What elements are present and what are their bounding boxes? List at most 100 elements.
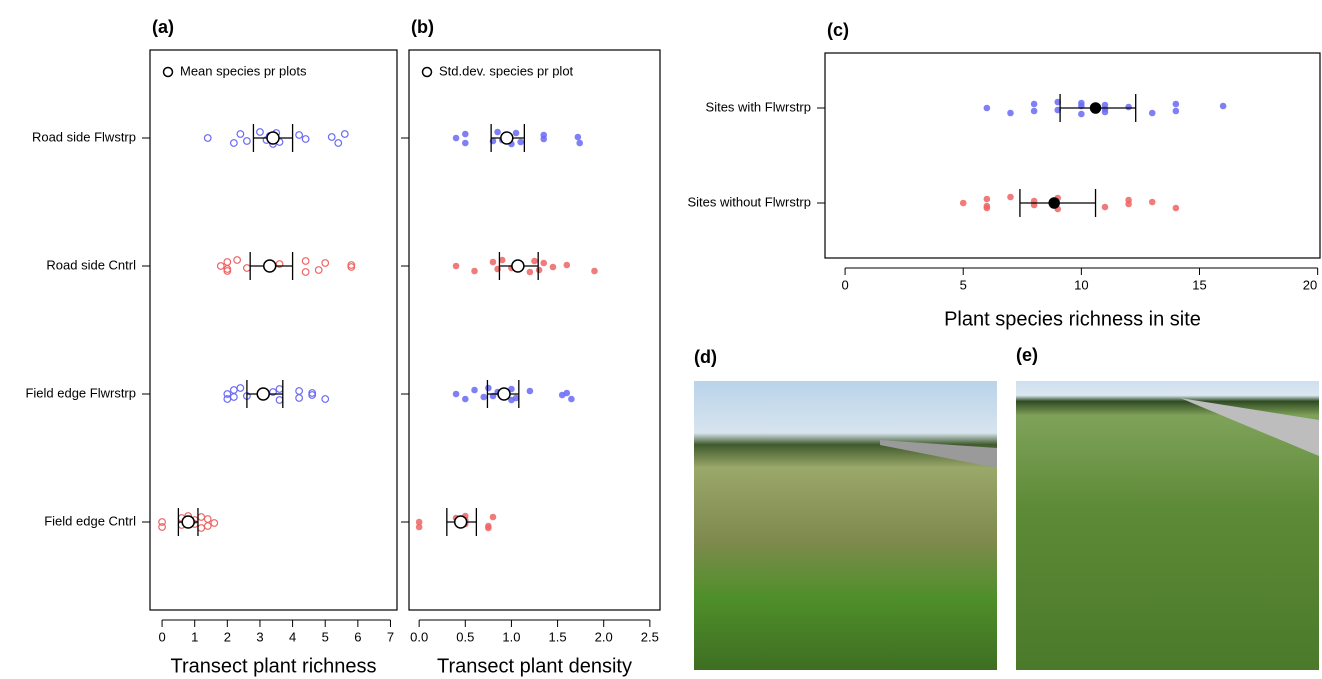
data-point: [236, 384, 245, 392]
data-point: [563, 261, 571, 269]
legend-marker: [162, 66, 174, 78]
data-point: [295, 131, 304, 139]
data-point: [308, 389, 317, 397]
x-tick-label: 1.0: [502, 629, 520, 644]
x-axis-label: Transect plant richness: [170, 655, 376, 677]
mean-marker: [511, 259, 525, 273]
data-point: [452, 390, 460, 398]
mean-marker: [262, 259, 277, 273]
y-tick-label: Road side Cntrl: [46, 257, 136, 272]
data-point: [301, 257, 310, 265]
data-point: [485, 522, 492, 530]
plot-frame: [408, 49, 661, 611]
data-point: [1054, 98, 1062, 106]
data-point: [295, 387, 304, 395]
data-point: [229, 386, 238, 394]
x-tick-label: 1: [191, 629, 198, 644]
legend-label: Std.dev. species pr plot: [439, 63, 574, 78]
data-point: [1172, 100, 1180, 108]
data-point: [1148, 109, 1156, 117]
data-point: [223, 395, 232, 403]
data-point: [197, 513, 206, 521]
data-point: [452, 262, 460, 270]
x-tick-label: 20: [1303, 277, 1317, 292]
data-point: [489, 513, 497, 521]
photo-d: [694, 381, 997, 670]
data-point: [275, 396, 284, 404]
data-point: [1078, 110, 1085, 118]
data-point: [223, 390, 232, 398]
data-point: [1078, 99, 1085, 107]
data-point: [485, 384, 492, 392]
panel-label: (c): [827, 20, 849, 40]
data-point: [540, 135, 548, 143]
x-tick-label: 2: [224, 629, 231, 644]
data-point: [1125, 103, 1132, 111]
data-point: [158, 523, 166, 531]
data-point: [1125, 200, 1132, 208]
data-point: [498, 256, 506, 264]
data-point: [327, 133, 336, 141]
legend-label: Mean species pr plots: [180, 63, 307, 78]
data-point: [576, 139, 584, 147]
x-tick-label: 2.5: [641, 629, 659, 644]
data-point: [415, 523, 423, 531]
x-tick-label: 0: [158, 629, 165, 644]
mean-marker: [266, 131, 280, 145]
x-tick-label: 1.5: [549, 629, 567, 644]
mean-marker: [1048, 197, 1060, 209]
data-point: [243, 137, 251, 145]
data-point: [591, 267, 598, 275]
data-point: [1172, 107, 1180, 115]
data-point: [256, 128, 264, 136]
data-point: [983, 202, 991, 210]
y-tick-label: Field edge Flwrstrp: [25, 385, 136, 400]
y-tick-label: Road side Flwstrp: [32, 129, 136, 144]
data-point: [489, 258, 497, 266]
data-point: [959, 199, 967, 207]
data-point: [512, 394, 520, 402]
panel-label: (b): [411, 17, 434, 37]
data-point: [535, 266, 543, 274]
x-tick-label: 10: [1074, 277, 1088, 292]
data-point: [158, 518, 166, 526]
x-tick-label: 7: [387, 629, 394, 644]
data-point: [347, 261, 356, 269]
mean-marker: [181, 515, 195, 529]
panel-label: (a): [152, 17, 174, 37]
data-point: [549, 263, 557, 271]
data-point: [1101, 105, 1109, 113]
panel-label: (e): [1016, 345, 1038, 365]
data-point: [314, 266, 323, 274]
data-point: [275, 260, 284, 268]
data-point: [531, 257, 538, 265]
data-point: [216, 262, 225, 270]
y-tick-label: Sites without Flwrstrp: [687, 194, 811, 209]
data-point: [1148, 198, 1156, 206]
y-tick-label: Sites with Flwrstrp: [706, 99, 811, 114]
data-point: [1054, 106, 1062, 114]
data-point: [197, 524, 206, 532]
data-point: [415, 518, 423, 526]
data-point: [203, 515, 212, 523]
data-point: [461, 395, 469, 403]
x-tick-label: 15: [1192, 277, 1206, 292]
mean-marker: [497, 387, 511, 401]
mean-marker: [453, 515, 468, 529]
x-tick-label: 4: [289, 629, 296, 644]
x-tick-label: 6: [354, 629, 361, 644]
data-point: [301, 135, 310, 143]
data-point: [275, 385, 284, 393]
data-point: [340, 130, 349, 138]
y-tick-label: Field edge Cntrl: [44, 513, 136, 528]
data-point: [494, 128, 501, 136]
data-point: [334, 139, 343, 147]
data-point: [223, 258, 232, 266]
mean-marker: [1089, 102, 1102, 114]
data-point: [540, 259, 548, 267]
data-point: [461, 130, 469, 138]
data-point: [563, 389, 571, 397]
plot-frame: [149, 49, 398, 611]
data-point: [269, 388, 277, 396]
